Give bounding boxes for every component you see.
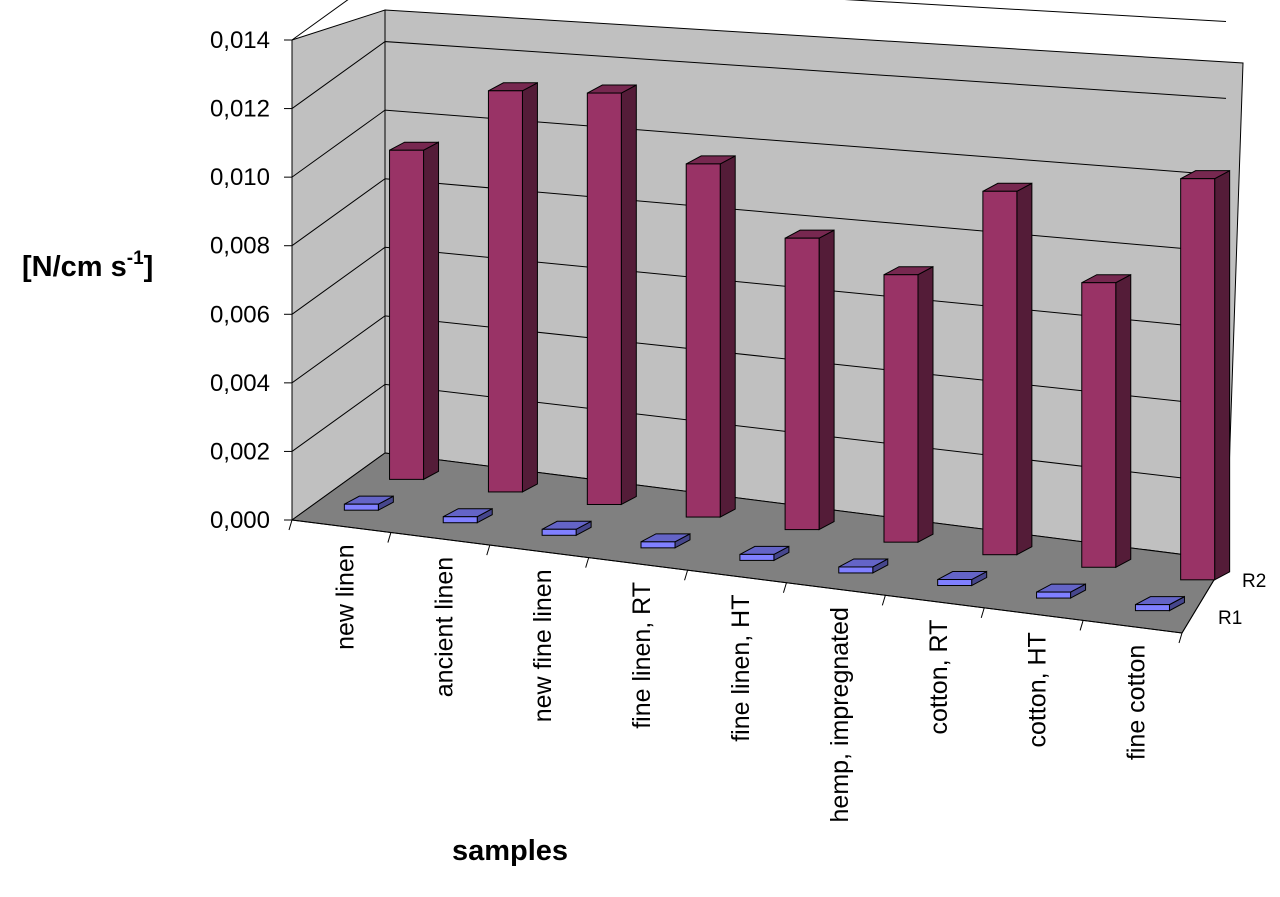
y-tick-label: 0,004 <box>210 370 270 397</box>
bar-side <box>719 155 736 518</box>
bar-r2 <box>389 141 440 481</box>
bar-r2 <box>883 265 934 543</box>
bar-r1 <box>442 507 493 524</box>
series-r1-bars <box>343 495 1185 612</box>
bar-r2 <box>1081 273 1132 569</box>
gridline <box>291 178 1227 253</box>
category-label: new fine linen <box>529 569 557 722</box>
category-label: fine cotton <box>1123 645 1151 760</box>
x-tick-mark <box>486 544 491 556</box>
y-tick-label: 0,006 <box>210 301 270 328</box>
bar-front <box>1081 282 1117 568</box>
bar-side <box>521 81 538 493</box>
bar-front <box>487 90 523 493</box>
y-tick-label: 0,002 <box>210 438 270 465</box>
x-tick-mark <box>585 557 590 568</box>
bar-r1 <box>739 545 790 562</box>
x-tick-mark <box>387 532 392 543</box>
y-axis-title: [N/cm s-1] <box>22 248 153 283</box>
x-tick-mark <box>288 519 293 531</box>
bar-front <box>442 516 478 524</box>
category-label: ancient linen <box>430 557 458 697</box>
bar-front <box>640 541 676 549</box>
category-label: cotton, HT <box>1024 632 1052 747</box>
bar-front <box>586 92 622 505</box>
gridlines <box>291 0 1227 484</box>
y-axis-ticks: 0,000 0,002 0,004 0,006 0,008 0,010 0,012 0,014 <box>210 27 292 534</box>
bar-side <box>423 141 440 481</box>
bar-front <box>838 566 874 574</box>
bar-front <box>389 149 425 480</box>
x-axis-title: samples <box>452 835 568 867</box>
gridline <box>291 246 1227 330</box>
bar-front <box>982 190 1018 556</box>
y-tick-label: 0,008 <box>210 233 270 260</box>
bar-r1 <box>640 533 691 549</box>
y-tick-label: 0,012 <box>210 96 270 123</box>
y-axis-title-superscript: -1 <box>127 248 144 269</box>
bar-front <box>343 503 379 511</box>
x-axis-line <box>291 519 1183 634</box>
bar-r1 <box>1134 595 1185 612</box>
bar-side <box>1016 182 1033 556</box>
series-label-r2: R2 <box>1242 571 1266 592</box>
bar-side <box>1214 169 1231 581</box>
category-labels: new linen ancient linen new fine linen fine… <box>331 544 1150 822</box>
x-tick-mark <box>1079 620 1084 631</box>
bar-side <box>1115 273 1132 569</box>
bar-front <box>541 528 577 536</box>
bar-r2 <box>982 182 1033 556</box>
bar-r1 <box>838 558 889 574</box>
bar-front <box>1180 178 1216 581</box>
x-axis-ticks <box>288 519 1183 644</box>
category-label: cotton, RT <box>925 620 953 735</box>
gridline <box>291 315 1227 407</box>
x-tick-mark <box>881 595 886 606</box>
gridline <box>291 109 1227 178</box>
bar-front <box>937 579 973 587</box>
side-wall <box>291 9 386 521</box>
bar-r1 <box>1036 583 1087 599</box>
series-label-r1: R1 <box>1218 608 1242 629</box>
x-tick-mark <box>684 570 689 581</box>
bar-r1 <box>343 495 394 512</box>
bar-front <box>1134 604 1170 612</box>
bar-front <box>685 163 721 518</box>
category-label: fine linen, RT <box>628 582 656 729</box>
gridline <box>291 0 1227 41</box>
bar-r1 <box>541 520 592 537</box>
category-label: new linen <box>331 544 359 650</box>
category-label: hemp, impregnated <box>826 607 854 822</box>
x-tick-mark <box>980 607 985 619</box>
bar-side <box>620 84 637 506</box>
bar-front <box>1036 591 1072 599</box>
bar-front <box>784 237 820 531</box>
bar-r2 <box>586 84 637 506</box>
bar-r1 <box>937 570 988 587</box>
x-tick-mark <box>782 582 787 593</box>
y-tick-label: 0,014 <box>210 27 270 54</box>
gridline <box>291 41 1227 109</box>
category-label: fine linen, HT <box>727 595 755 742</box>
bar-front <box>739 553 775 561</box>
y-axis-title-end: ] <box>144 251 154 283</box>
gridline <box>291 383 1227 484</box>
bar-side <box>818 229 835 531</box>
bar-front <box>883 274 919 543</box>
y-tick-label: 0,000 <box>210 507 270 534</box>
bar-r2 <box>1180 169 1231 581</box>
bar-side <box>917 265 934 543</box>
x-tick-mark <box>1178 632 1183 644</box>
y-tick-label: 0,010 <box>210 164 270 191</box>
bar-r2 <box>784 229 835 531</box>
series-r2-bars <box>389 81 1231 581</box>
bar-r2 <box>487 81 538 493</box>
bar-r2 <box>685 155 736 518</box>
